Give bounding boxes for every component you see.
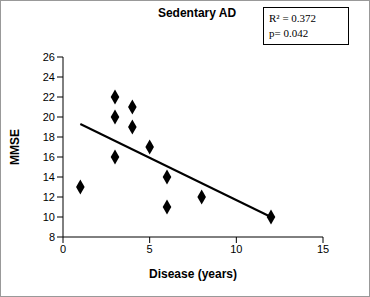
- svg-text:26: 26: [43, 51, 55, 63]
- html-text:p= 0.042: p= 0.042: [269, 27, 309, 39]
- svg-text:22: 22: [43, 91, 55, 103]
- svg-text:0: 0: [60, 243, 66, 255]
- svg-text:14: 14: [43, 171, 55, 183]
- svg-text:15: 15: [317, 243, 329, 255]
- svg-text:18: 18: [43, 131, 55, 143]
- html-text:Sedentary AD: Sedentary AD: [157, 6, 237, 20]
- html-text:R² = 0.372: R² = 0.372: [269, 12, 317, 24]
- svg-text:MMSE: MMSE: [8, 129, 22, 165]
- svg-text:8: 8: [49, 231, 55, 243]
- svg-text:16: 16: [43, 151, 55, 163]
- svg-text:Disease (years): Disease (years): [149, 267, 237, 281]
- svg-text:10: 10: [43, 211, 55, 223]
- svg-text:12: 12: [43, 191, 55, 203]
- svg-text:5: 5: [147, 243, 153, 255]
- svg-text:20: 20: [43, 111, 55, 123]
- svg-text:24: 24: [43, 71, 55, 83]
- svg-text:10: 10: [230, 243, 242, 255]
